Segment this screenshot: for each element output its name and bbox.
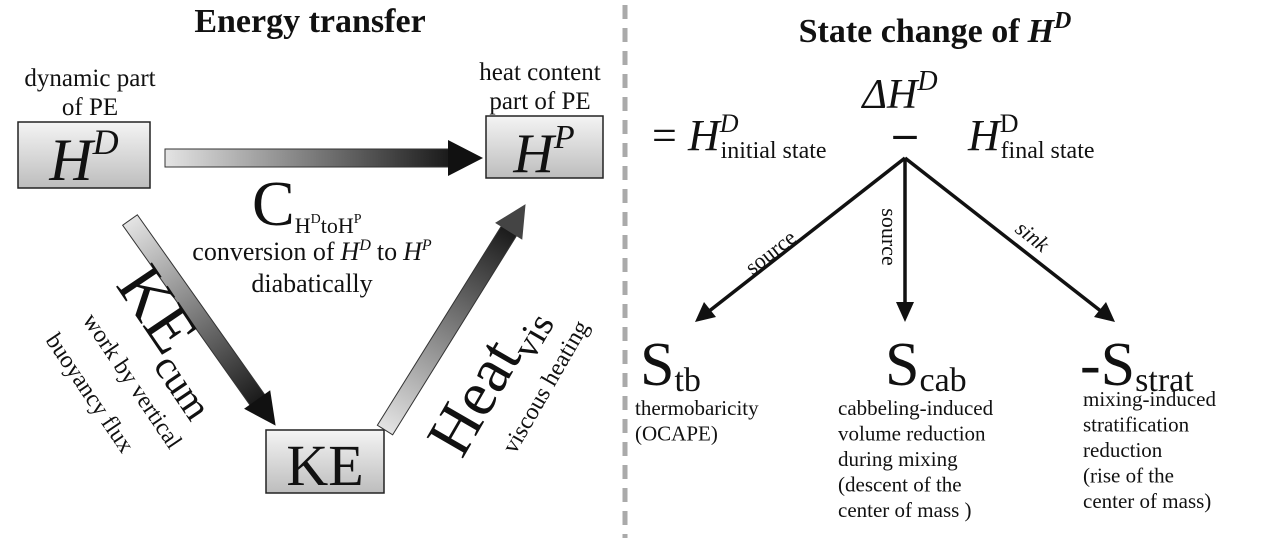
delta: ΔHD bbox=[860, 66, 937, 118]
arrow-description: diabatically bbox=[251, 269, 372, 298]
branch-description: reduction bbox=[1083, 438, 1163, 462]
node-label: KE bbox=[286, 433, 363, 498]
right-title: State change of HD bbox=[799, 8, 1072, 50]
arrow bbox=[376, 204, 526, 436]
branch-label: source bbox=[877, 208, 902, 265]
node-label: HP bbox=[512, 119, 574, 185]
node-label: HD bbox=[48, 122, 118, 193]
caption: part of PE bbox=[489, 88, 590, 115]
branch-symbol: -Sstrat bbox=[1080, 331, 1194, 399]
branch-description: cabbeling-induced bbox=[838, 396, 994, 420]
equation: = bbox=[652, 111, 677, 160]
arrow bbox=[121, 214, 276, 426]
arrow-description: conversion of HD to HP bbox=[192, 237, 432, 266]
caption: heat content bbox=[479, 59, 601, 86]
branch-description: thermobaricity bbox=[635, 396, 759, 420]
branch-symbol: Stb bbox=[640, 331, 701, 399]
node-box bbox=[265, 429, 385, 494]
node-box bbox=[485, 115, 604, 179]
branch-description: stratification bbox=[1083, 413, 1190, 437]
caption: of PE bbox=[62, 94, 118, 121]
equation: HD initial state bbox=[687, 109, 827, 164]
equation: – bbox=[893, 107, 918, 158]
arrow-label: CHDtoHP bbox=[252, 168, 362, 239]
branch-description: (rise of the bbox=[1083, 464, 1174, 488]
branch-description: (OCAPE) bbox=[635, 422, 718, 446]
caption: dynamic part bbox=[24, 65, 155, 92]
branch-description: volume reduction bbox=[838, 422, 986, 446]
node-box bbox=[17, 121, 151, 189]
branch-symbol: Scab bbox=[885, 331, 967, 399]
equation: HD final state bbox=[967, 109, 1095, 164]
branch-description: center of mass) bbox=[1083, 489, 1211, 513]
arrow bbox=[164, 140, 483, 176]
branch-description: mixing-induced bbox=[1083, 387, 1216, 411]
branch-description: center of mass ) bbox=[838, 498, 972, 522]
branch-description: during mixing bbox=[838, 447, 958, 471]
branch-label: sink bbox=[1011, 215, 1055, 257]
branch-label: source bbox=[740, 225, 801, 280]
branch-heads bbox=[695, 302, 1115, 322]
left-title: Energy transfer bbox=[194, 3, 425, 40]
branch-description: (descent of the bbox=[838, 473, 962, 497]
branch-lines bbox=[706, 156, 1104, 314]
